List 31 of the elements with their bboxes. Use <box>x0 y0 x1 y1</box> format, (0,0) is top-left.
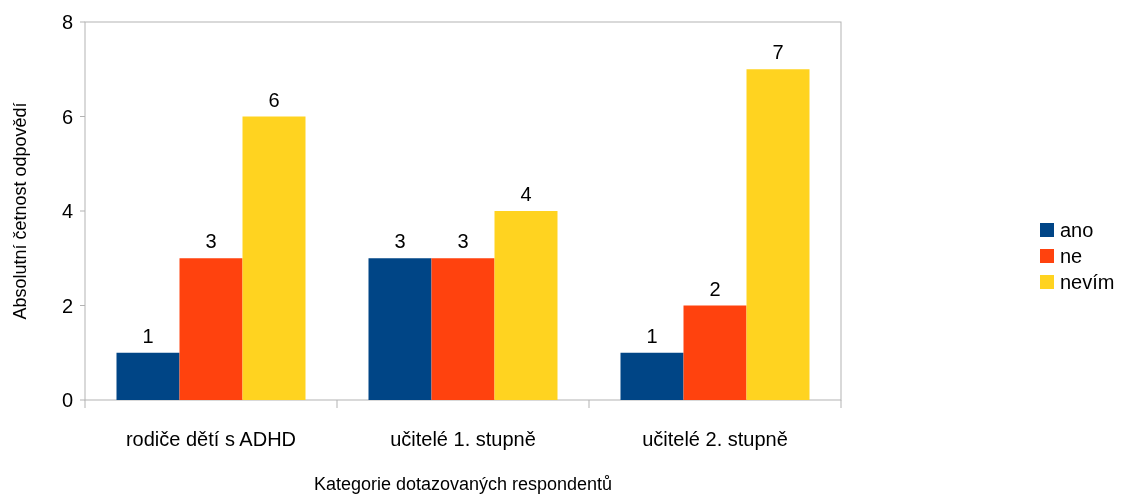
data-label: 4 <box>520 183 532 205</box>
bar <box>179 258 243 400</box>
y-tick-label: 2 <box>61 294 73 317</box>
x-tick-label: rodiče dětí s ADHD <box>125 428 297 450</box>
data-label: 6 <box>268 88 280 111</box>
data-label: 3 <box>205 230 217 253</box>
data-label: 3 <box>394 230 406 253</box>
data-label: 1 <box>646 324 658 347</box>
data-label: 3 <box>457 230 469 253</box>
y-tick-label: 4 <box>61 200 73 222</box>
legend-label: ne <box>1060 245 1083 267</box>
bar <box>746 69 810 400</box>
data-label: 2 <box>709 277 721 300</box>
bar <box>116 352 180 400</box>
data-label: 7 <box>772 41 784 64</box>
bar <box>620 352 684 400</box>
bar <box>683 305 747 400</box>
bar <box>242 116 306 400</box>
bar <box>431 258 495 400</box>
bar <box>494 211 558 400</box>
y-tick-label: 0 <box>61 389 73 411</box>
x-axis-title: Kategorie dotazovaných respondentů <box>313 474 613 494</box>
bar <box>368 258 432 400</box>
data-label: 1 <box>142 324 154 347</box>
legend-label: ano <box>1060 219 1094 241</box>
y-axis-title: Absolutní četnost odpovědí <box>10 102 30 320</box>
y-tick-label: 6 <box>61 105 73 128</box>
y-tick-label: 8 <box>61 11 73 33</box>
x-tick-label: učitelé 2. stupně <box>642 428 788 450</box>
legend-label: nevím <box>1060 271 1115 293</box>
x-tick-label: učitelé 1. stupně <box>390 428 536 450</box>
